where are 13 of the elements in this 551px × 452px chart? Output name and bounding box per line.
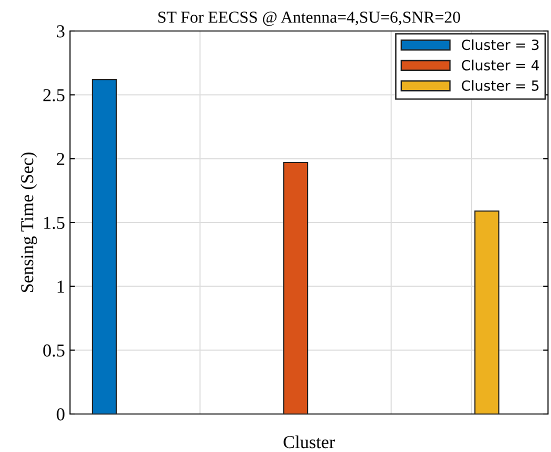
y-tick-label: 3 xyxy=(56,25,64,38)
legend-label: Cluster = 3 xyxy=(462,39,539,50)
legend-label: Cluster = 4 xyxy=(462,60,539,70)
chart-title: ST For EECSS @ Antenna=4,SU=6,SNR=20 xyxy=(158,12,460,26)
y-tick-label: 1 xyxy=(58,280,64,293)
y-tick-label: 0.5 xyxy=(43,344,64,357)
x-axis-title: Cluster xyxy=(284,436,335,448)
legend-label: Cluster = 5 xyxy=(462,80,538,91)
y-tick-label: 1.5 xyxy=(44,216,64,230)
y-tick-label: 0 xyxy=(56,408,64,420)
y-tick-label: 2 xyxy=(56,152,64,165)
y-tick-label: 2.5 xyxy=(43,89,64,102)
y-axis-title: Sensing Time (Sec) xyxy=(20,152,38,292)
